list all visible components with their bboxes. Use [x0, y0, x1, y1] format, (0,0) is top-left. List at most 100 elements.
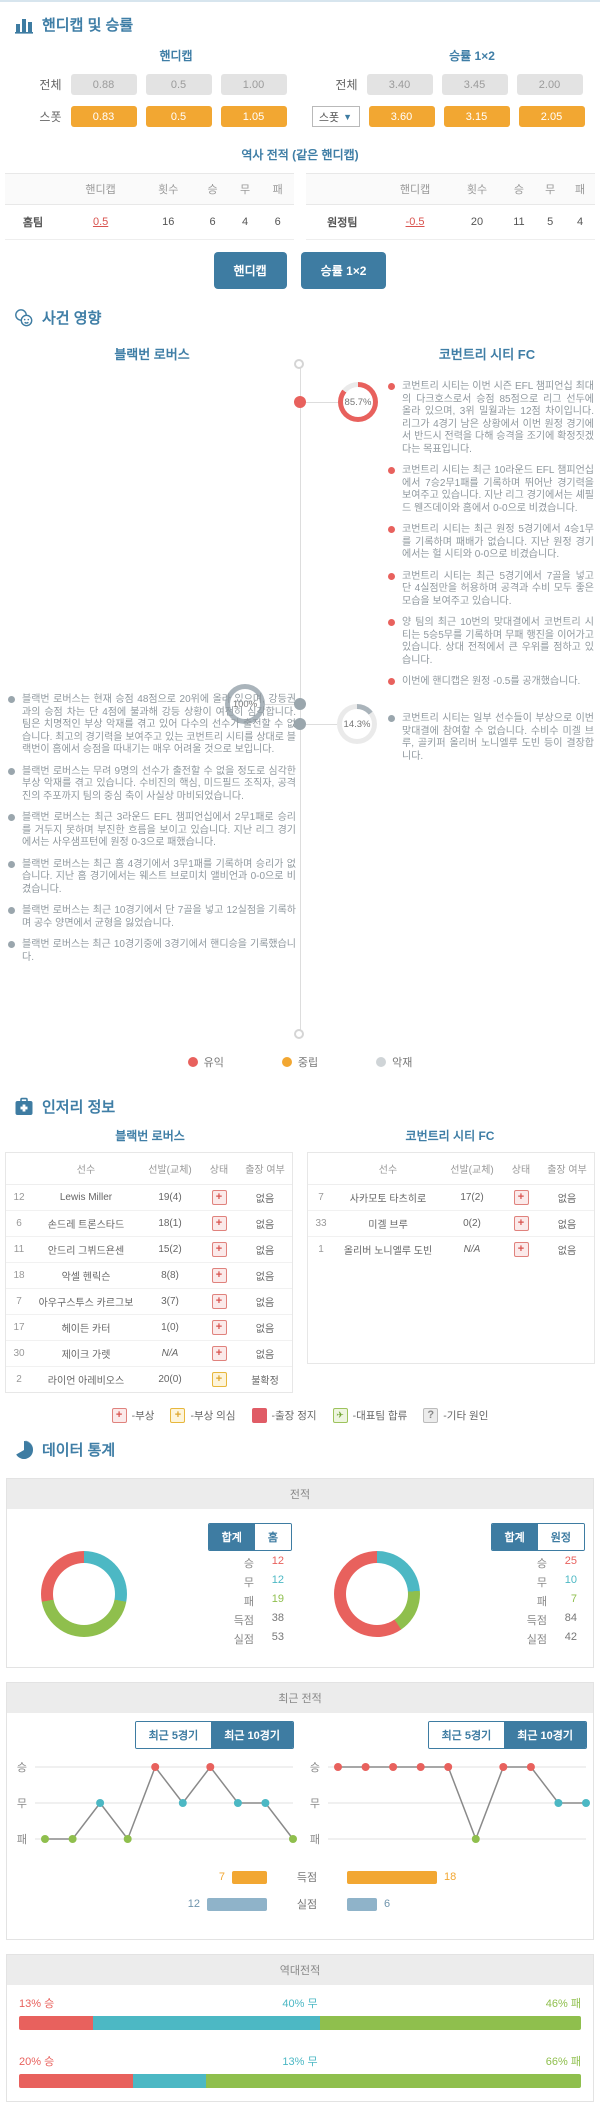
goals-label: 득점: [296, 1872, 318, 1884]
odds-grid: 핸디캡 전체 0.88 0.5 1.00 스폿 0.83 0.5 1.05 승률…: [0, 43, 600, 138]
list-item: 블랙번 로버스는 현재 승점 48점으로 20위에 올라 있으며, 강등권과의 …: [8, 694, 296, 757]
legend-item-positive: 유익: [187, 1054, 224, 1070]
bullet-dot: [388, 383, 395, 390]
toggle-total[interactable]: 합계: [208, 1524, 255, 1550]
winrate-spot-odd-1[interactable]: 3.60: [368, 106, 435, 127]
col-count: 횟수: [140, 173, 197, 205]
away-goals-bar: [347, 1870, 437, 1884]
col-apps: 선발(교체): [442, 1153, 502, 1185]
bullet-text: 블랙번 로버스는 현재 승점 48점으로 20위에 올라 있으며, 강등권과의 …: [22, 694, 296, 755]
win-segment: [19, 2074, 133, 2088]
spot-select-dropdown[interactable]: 스폿 ▼: [311, 106, 360, 127]
handicap-odds-column: 핸디캡 전체 0.88 0.5 1.00 스폿 0.83 0.5 1.05: [4, 43, 300, 138]
home-history-table: 핸디캡 횟수 승 무 패 홈팀 0.5 16 6 4 6: [5, 173, 294, 240]
bar-chart-icon: [15, 18, 33, 34]
win-segment: [19, 2016, 93, 2030]
winrate-total-odd-1: 3.40: [366, 74, 433, 95]
legend-label: 중립: [297, 1057, 319, 1069]
bullet-dot: [8, 941, 15, 948]
winrate-spot-odd-3[interactable]: 2.05: [518, 106, 585, 127]
winrate-button[interactable]: 승률 1×2: [300, 252, 387, 289]
h2h-box-title: 역대전적: [7, 1955, 593, 1985]
timeline-marker-away2: [294, 718, 306, 730]
chevron-down-icon: ▼: [343, 111, 353, 122]
handicap-total-odd-3: 1.00: [220, 74, 287, 95]
toggle-last5[interactable]: 최근 5경기: [428, 1722, 505, 1748]
home-goals-bar: [232, 1870, 267, 1884]
spot-row-label: 스폿: [39, 110, 62, 124]
handicap-spot-odd-3[interactable]: 1.05: [220, 106, 287, 127]
bullet-text: 코번트리 시티는 최근 5경기에서 7골을 넣고 단 4실점만을 허용하며 공격…: [402, 570, 594, 607]
home-impact-ring: 100%: [225, 684, 265, 724]
col-apps: 선발(교체): [140, 1153, 200, 1185]
legend-item-negative: 악재: [376, 1054, 412, 1070]
legend-label: -대표팀 합류: [352, 1410, 408, 1422]
handicap-total-odd-1: 0.88: [70, 74, 137, 95]
svg-text:무: 무: [310, 1798, 320, 1810]
away-conceded-bar: [347, 1897, 377, 1911]
total-row-label: 전체: [39, 78, 62, 92]
toggle-last10[interactable]: 최근 10경기: [504, 1722, 586, 1748]
away-handicap-link[interactable]: -0.5: [405, 216, 425, 228]
faces-icon: [15, 308, 33, 326]
gray-dot-icon: [376, 1057, 387, 1067]
table-row: 원정팀 -0.5 20 11 5 4: [306, 204, 595, 240]
status-icon: [513, 1216, 529, 1231]
odds-section-title: 핸디캡 및 승률: [42, 17, 134, 34]
svg-text:패: 패: [310, 1833, 320, 1846]
h2h-box: 역대전적 13% 승 40% 무 46% 패 20% 승 13% 무 66% 패: [6, 1954, 594, 2102]
h2h-row-1: 13% 승 40% 무 46% 패: [7, 1985, 593, 2043]
toggle-total[interactable]: 합계: [491, 1524, 538, 1550]
handicap-spot-odd-1[interactable]: 0.83: [70, 106, 137, 127]
svg-text:승: 승: [310, 1761, 320, 1774]
legend-label: 유익: [203, 1057, 224, 1069]
away-form-chart: 승무패: [310, 1761, 590, 1846]
away-record-toggle: 합계 원정: [490, 1523, 585, 1551]
toggle-last5[interactable]: 최근 5경기: [135, 1722, 212, 1748]
bullet-dot: [8, 814, 15, 821]
home-goals-value: 7: [218, 1871, 225, 1883]
timeline-end-circle: [294, 1029, 304, 1039]
toggle-home[interactable]: 홈: [254, 1524, 291, 1550]
home-record-toggle: 합계 홈: [207, 1523, 292, 1551]
away-history-table: 핸디캡 횟수 승 무 패 원정팀 -0.5 20 11 5 4: [306, 173, 595, 240]
draw-segment: [132, 2074, 207, 2088]
goals-bars-row: 7 득점 18: [7, 1869, 593, 1885]
list-item: 이번에 핸디캡은 원정 -0.5를 공개했습니다.: [388, 676, 594, 689]
events-section-header: 사건 영향: [0, 295, 600, 336]
bullet-text: 코번트리 시티는 일부 선수들이 부상으로 이번 맞대결에 참여할 수 없습니다…: [402, 713, 594, 762]
home-team-label: 홈팀: [5, 204, 61, 240]
history-record-title: 역사 전적 (같은 핸디캡): [241, 148, 359, 162]
handicap-button[interactable]: 핸디캡: [213, 252, 287, 289]
h2h-loss-label: 66% 패: [545, 2056, 581, 2068]
odds-buttons-row: 핸디캡 승률 1×2: [0, 252, 600, 289]
spot-select-label: 스폿: [318, 111, 340, 124]
conceded-label: 실점: [296, 1899, 318, 1911]
svg-text:패: 패: [17, 1833, 27, 1846]
away-impact-percent: 85.7%: [344, 396, 372, 408]
away-record-donut: [334, 1551, 420, 1637]
home-handicap-link[interactable]: 0.5: [92, 216, 109, 228]
red-dot-icon: [187, 1057, 198, 1067]
winrate-spot-odd-2[interactable]: 3.15: [443, 106, 510, 127]
handicap-spot-odd-2[interactable]: 0.5: [145, 106, 212, 127]
h2h-row-2: 20% 승 13% 무 66% 패: [7, 2043, 593, 2101]
home-bullet-list: 블랙번 로버스는 현재 승점 48점으로 20위에 올라 있으며, 강등권과의 …: [8, 694, 296, 964]
toggle-last10[interactable]: 최근 10경기: [211, 1722, 293, 1748]
list-item: 양 팀의 최근 10번의 맞대결에서 코번트리 시티는 5승5무를 기록하며 무…: [388, 617, 594, 667]
h2h-win-label: 13% 승: [19, 1998, 55, 2010]
toggle-away[interactable]: 원정: [537, 1524, 584, 1550]
home-recent-toggle: 최근 5경기 최근 10경기: [134, 1721, 294, 1749]
score-bars: 7 득점 18 12 실점 6: [7, 1861, 593, 1939]
plane-icon: ✈: [332, 1408, 348, 1423]
home-record-panel: 합계 홈 승 12 무 12 패 19 득점 38 실점 53: [7, 1509, 300, 1667]
list-item: 코번트리 시티는 최근 5경기에서 7골을 넣고 단 4실점만을 허용하며 공격…: [388, 571, 594, 609]
